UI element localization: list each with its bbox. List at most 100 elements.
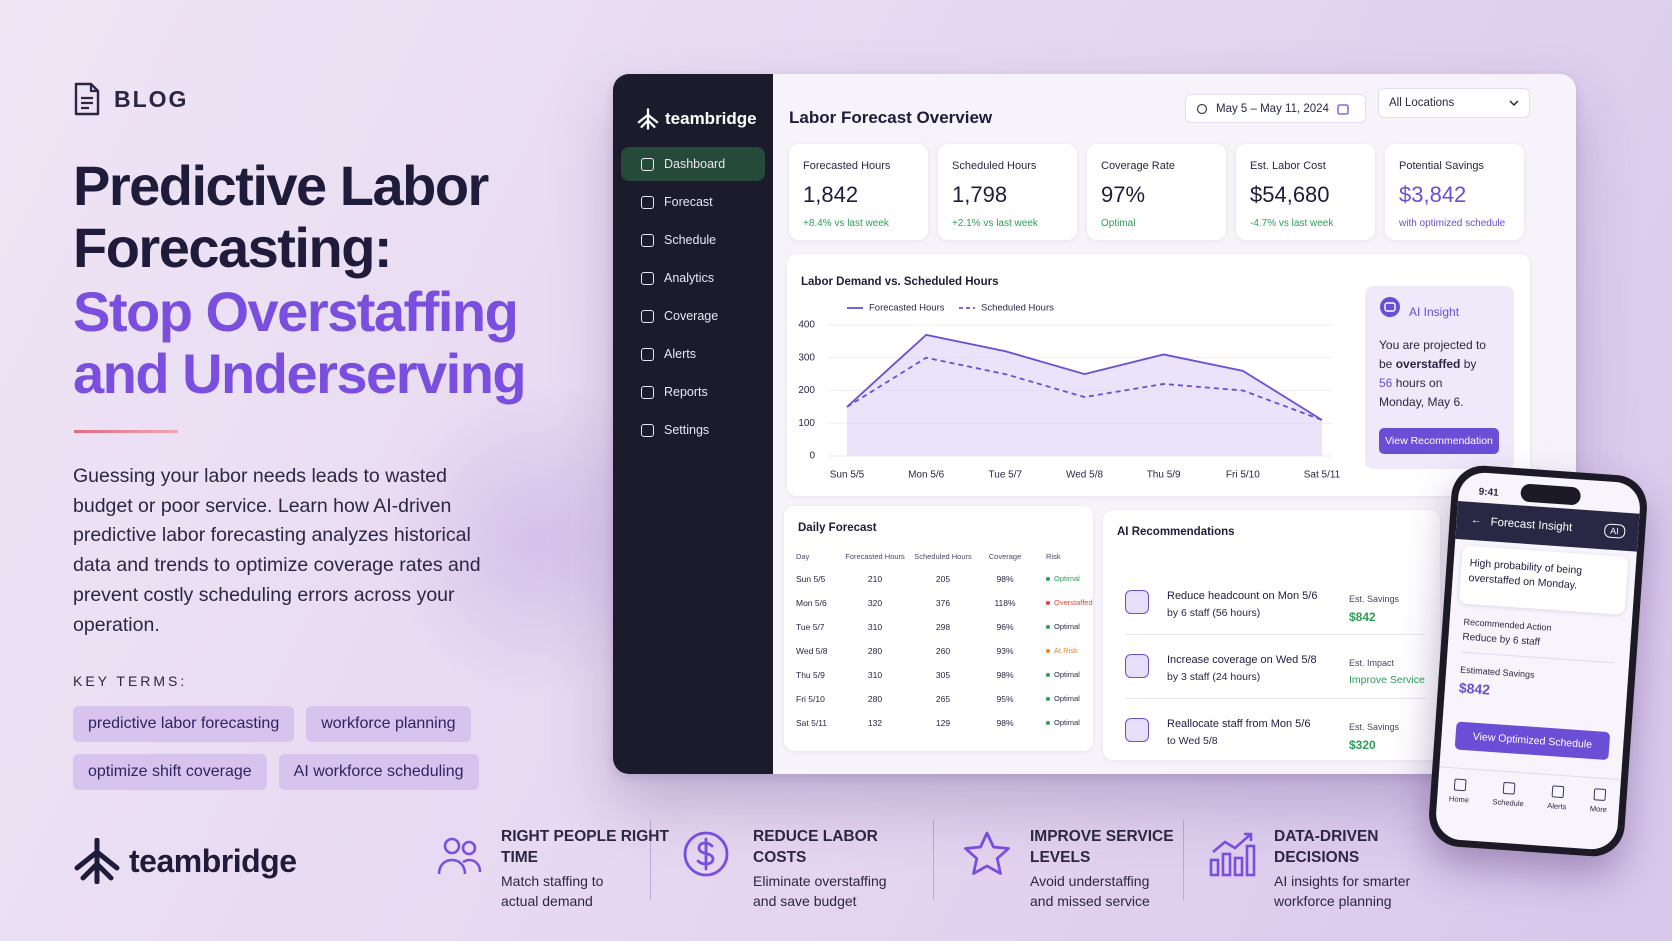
nav-label: Alerts	[664, 347, 696, 361]
table-cell: 93%	[996, 646, 1014, 656]
nav-icon	[641, 157, 654, 171]
description: Guessing your labor needs leads to waste…	[73, 465, 481, 636]
risk-label: Optimal	[1054, 574, 1080, 583]
x-tick-label: Sat 5/11	[1304, 470, 1341, 481]
series-line	[846, 356, 1323, 421]
key-terms: predictive labor forecasting workforce pl…	[73, 706, 493, 790]
rec-detail: to Wed 5/8	[1167, 735, 1218, 747]
rec-icon	[1125, 590, 1149, 614]
feature-divider	[650, 820, 651, 900]
nav-label: Reports	[664, 385, 708, 399]
rec-metric: Improve Service	[1349, 674, 1425, 686]
x-tick-label: Wed 5/8	[1066, 470, 1103, 481]
nav-item[interactable]: Dashboard	[621, 147, 765, 181]
table-cell: 98%	[996, 574, 1014, 584]
sidebar-brand: teambridge	[637, 108, 757, 130]
line-chart: Labor Demand vs. Scheduled Hours 0 100 200 3…	[798, 276, 1341, 481]
table-cell: Sat 5/11	[796, 718, 828, 728]
nav-icon	[641, 309, 654, 323]
action-text: Reduce by 6 staff	[1462, 631, 1541, 649]
kpi-note: -4.7% vs last week	[1250, 218, 1334, 229]
kpi-label: Potential Savings	[1399, 160, 1484, 172]
rec-metric-label: Est. Impact	[1349, 658, 1395, 668]
nav-item[interactable]: Reports	[621, 375, 765, 409]
kpi-note: +8.4% vs last week	[803, 218, 889, 229]
back-arrow[interactable]: ←	[1470, 513, 1483, 527]
key-term-chip: predictive labor forecasting	[73, 706, 295, 742]
savings-value: $842	[1458, 679, 1491, 698]
tab[interactable]: Schedule	[1491, 781, 1526, 832]
column-header: Forecasted Hours	[845, 552, 905, 561]
savings-label: Estimated Savings	[1459, 664, 1535, 680]
action-label: Recommended Action	[1463, 616, 1552, 633]
table-cell: 310	[867, 670, 883, 680]
dollar-icon	[683, 831, 729, 877]
date-range[interactable]: May 5 – May 11, 2024	[1185, 94, 1366, 123]
risk-label: At Risk	[1054, 646, 1078, 655]
view-optimized-schedule-button[interactable]: View Optimized Schedule	[1454, 721, 1611, 761]
location-select[interactable]: All Locations	[1378, 88, 1530, 118]
feature-divider	[933, 820, 934, 900]
kpi-value: 1,798	[952, 182, 1008, 207]
table-cell: 118%	[994, 598, 1016, 608]
y-tick-label: 300	[798, 352, 815, 363]
y-tick-label: 400	[798, 320, 815, 331]
risk-cell: Optimal	[1046, 694, 1080, 703]
kpi-note: +2.1% vs last week	[952, 218, 1038, 229]
table-cell: Thu 5/9	[796, 670, 825, 680]
nav-item[interactable]: Forecast	[621, 185, 765, 219]
risk-cell: Optimal	[1046, 574, 1080, 583]
nav-item[interactable]: Settings	[621, 413, 765, 447]
tab[interactable]: Alerts	[1545, 785, 1568, 835]
feature: IMPROVE SERVICE LEVELS Avoid understaffin…	[1030, 826, 1210, 911]
risk-dot	[1046, 721, 1050, 726]
card-title: Daily Forecast	[798, 522, 877, 534]
title-line: Forecasting:	[73, 216, 393, 279]
insight-text-part: by	[1460, 357, 1477, 371]
x-tick-label: Thu 5/9	[1147, 470, 1181, 481]
phone: 9:41 ← Forecast Insight AI High probabil…	[1426, 463, 1650, 859]
card-title: AI Recommendations	[1117, 526, 1235, 538]
kpi-card: Coverage Rate 97% Optimal	[1087, 144, 1226, 240]
insight-text-part: overstaffed	[1395, 357, 1461, 371]
tab-icon	[1593, 788, 1606, 802]
x-tick-label: Sun 5/5	[830, 470, 865, 481]
key-term-chip: optimize shift coverage	[73, 754, 267, 790]
risk-dot	[1046, 577, 1050, 582]
insight-text-part: You are projected to be	[1379, 338, 1486, 371]
ai-insight: AI Insight You are projected to be overs…	[1365, 286, 1514, 469]
nav-item[interactable]: Schedule	[621, 223, 765, 257]
risk-label: Optimal	[1054, 670, 1080, 679]
title-line: Predictive Labor	[73, 154, 489, 217]
nav-item[interactable]: Coverage	[621, 299, 765, 333]
feature-text: Match staffing to actual demand	[501, 873, 604, 909]
star-icon	[964, 831, 1010, 875]
nav-icon	[641, 385, 654, 399]
feature-title: REDUCE LABOR COSTS	[753, 828, 878, 866]
kpi-value: 1,842	[803, 182, 859, 207]
robot-icon	[1380, 297, 1400, 317]
tab[interactable]: Home	[1447, 778, 1470, 828]
nav-icon	[641, 423, 654, 437]
view-recommendation-button[interactable]: View Recommendation	[1379, 428, 1499, 454]
y-tick-label: 100	[798, 418, 815, 429]
dashboard: teambridge Dashboard Forecast Schedule Anal…	[613, 74, 1576, 774]
kpi-label: Est. Labor Cost	[1250, 160, 1326, 172]
legend-label: Scheduled Hours	[981, 303, 1054, 314]
tab[interactable]: More	[1588, 788, 1608, 838]
nav-item[interactable]: Analytics	[621, 261, 765, 295]
key-terms-heading: KEY TERMS:	[73, 673, 188, 689]
rec-icon	[1125, 718, 1149, 742]
tab-label: More	[1589, 803, 1608, 815]
rec-action: Reallocate staff from Mon 5/6	[1167, 718, 1311, 730]
table-cell: 310	[867, 622, 883, 632]
table-cell: 96%	[996, 622, 1014, 632]
feature: RIGHT PEOPLE RIGHT TIME Match staffing to…	[501, 826, 681, 911]
nav-icon	[641, 271, 654, 285]
kpi-label: Coverage Rate	[1101, 160, 1175, 172]
table-cell: 98%	[996, 670, 1014, 680]
nav-label: Forecast	[664, 195, 713, 209]
x-tick-label: Mon 5/6	[908, 470, 945, 481]
nav-item[interactable]: Alerts	[621, 337, 765, 371]
nav-icon	[641, 195, 654, 209]
